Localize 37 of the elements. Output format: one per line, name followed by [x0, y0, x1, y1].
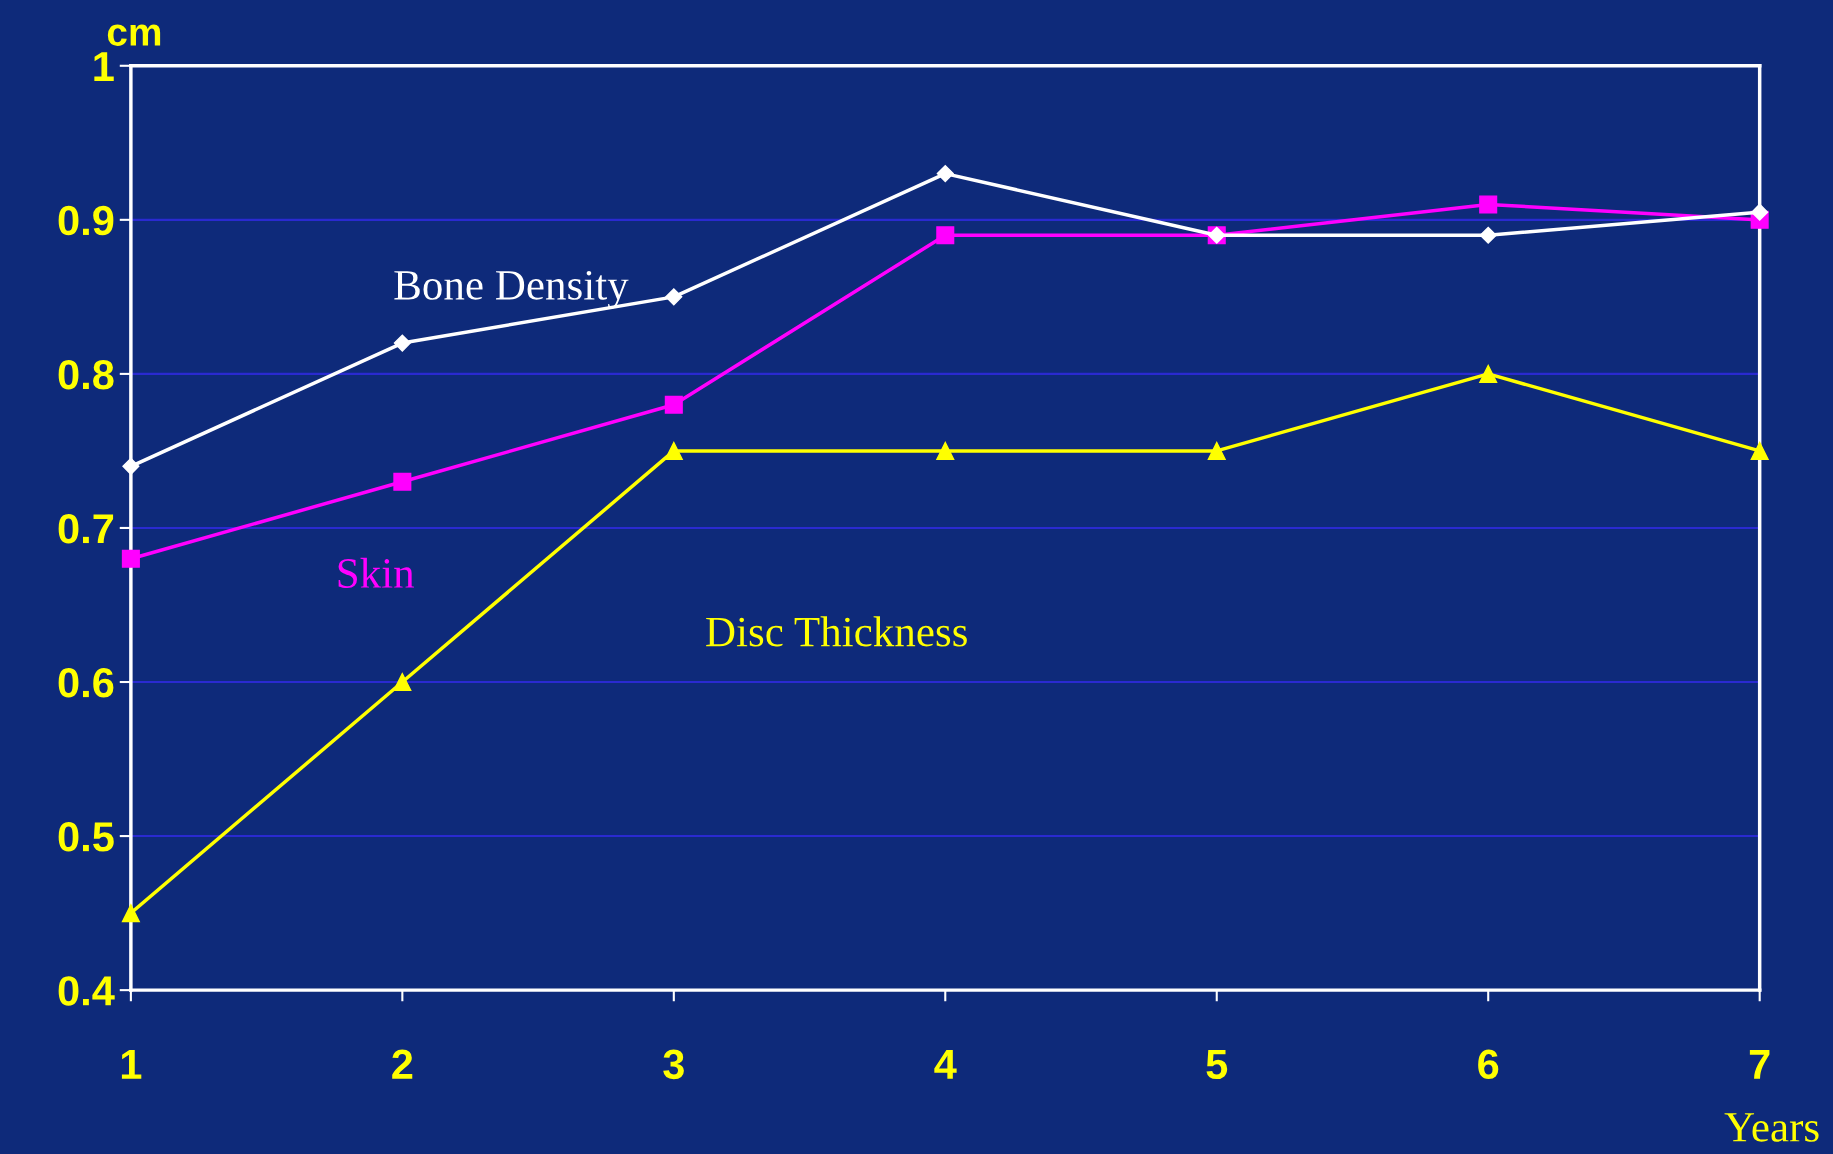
point — [1750, 441, 1769, 460]
y-tick-label: 0.5 — [58, 822, 114, 852]
point — [122, 457, 140, 475]
point — [665, 288, 683, 306]
y-tick-label: 0.8 — [58, 359, 114, 390]
point — [1479, 364, 1498, 383]
point — [1479, 226, 1497, 244]
point — [664, 395, 683, 414]
point — [936, 165, 954, 183]
point — [664, 441, 683, 460]
x-tick-label: 4 — [934, 1050, 957, 1079]
point — [393, 334, 411, 352]
point — [393, 472, 412, 491]
y-tick-label: 0.6 — [58, 668, 114, 698]
point — [936, 441, 955, 460]
point — [1479, 195, 1498, 214]
x-axis-title: Years — [1724, 1113, 1819, 1142]
point — [1207, 441, 1226, 460]
x-tick-label: 3 — [663, 1049, 684, 1080]
y-tick-label: 0.9 — [58, 205, 114, 236]
x-tick-label: 1 — [121, 1050, 142, 1079]
y-tick-label: 1 — [94, 52, 114, 81]
x-tick-label: 6 — [1478, 1049, 1499, 1080]
x-tick-label: 5 — [1206, 1050, 1228, 1080]
series-label: Bone Density — [394, 270, 629, 309]
point — [1751, 203, 1769, 221]
x-tick-label: 2 — [392, 1049, 413, 1079]
y-tick-label: 0.4 — [58, 976, 115, 1006]
x-tick-label: 7 — [1749, 1050, 1770, 1079]
y-axis-title: cm — [107, 24, 161, 46]
text: Disc Thickness — [706, 616, 967, 647]
series-label: Skin — [338, 557, 415, 589]
point — [121, 549, 140, 568]
point — [121, 904, 140, 923]
y-tick-label: 0.7 — [58, 513, 114, 544]
point — [393, 672, 412, 692]
point — [936, 226, 955, 245]
